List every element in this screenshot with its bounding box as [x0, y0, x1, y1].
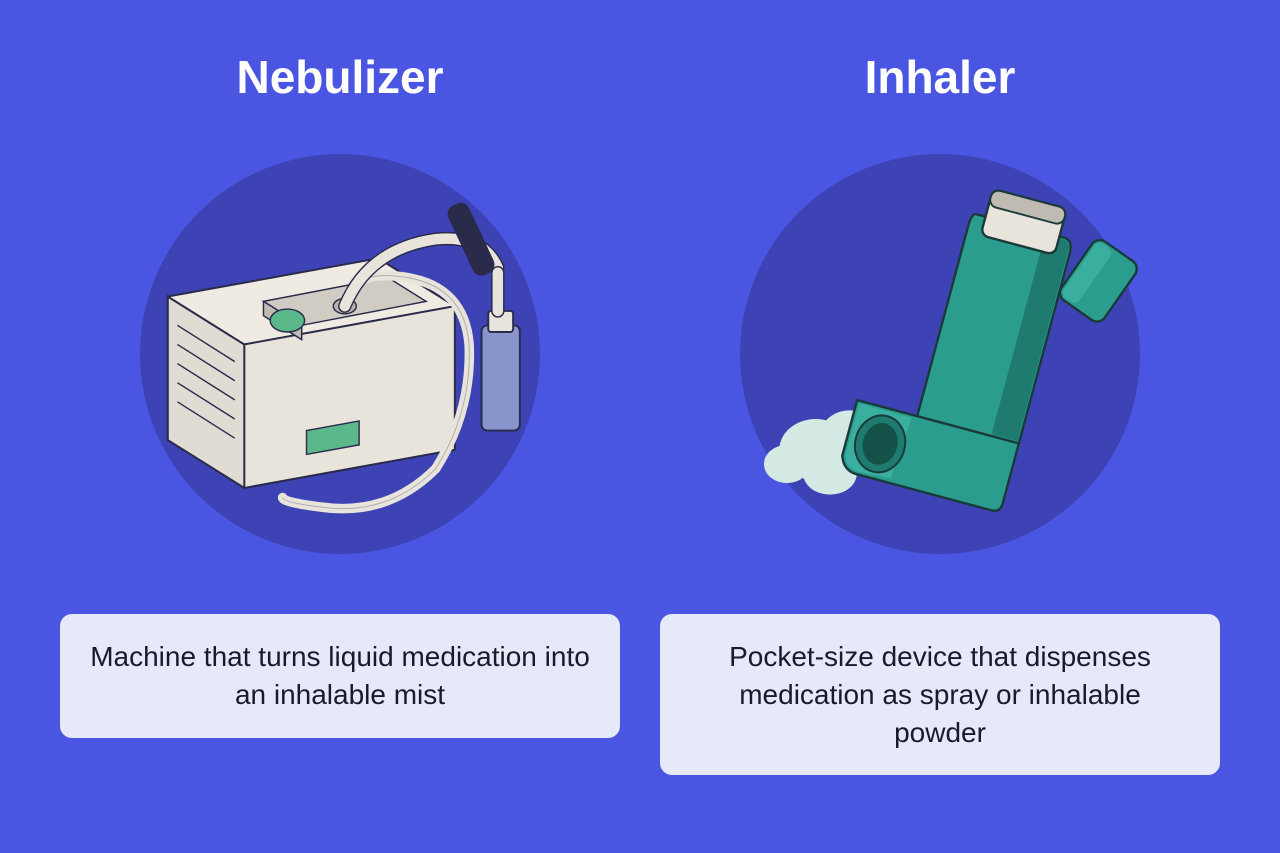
inhaler-panel: Inhaler [660, 50, 1220, 793]
inhaler-icon [720, 154, 1160, 554]
inhaler-title: Inhaler [865, 50, 1016, 104]
nebulizer-title: Nebulizer [236, 50, 443, 104]
inhaler-description: Pocket-size device that dispenses medica… [660, 614, 1220, 775]
nebulizer-illustration-wrap [120, 134, 560, 574]
nebulizer-panel: Nebulizer [60, 50, 620, 793]
inhaler-illustration-wrap [720, 134, 1160, 574]
nebulizer-description: Machine that turns liquid medication int… [60, 614, 620, 738]
nebulizer-icon [120, 174, 560, 534]
